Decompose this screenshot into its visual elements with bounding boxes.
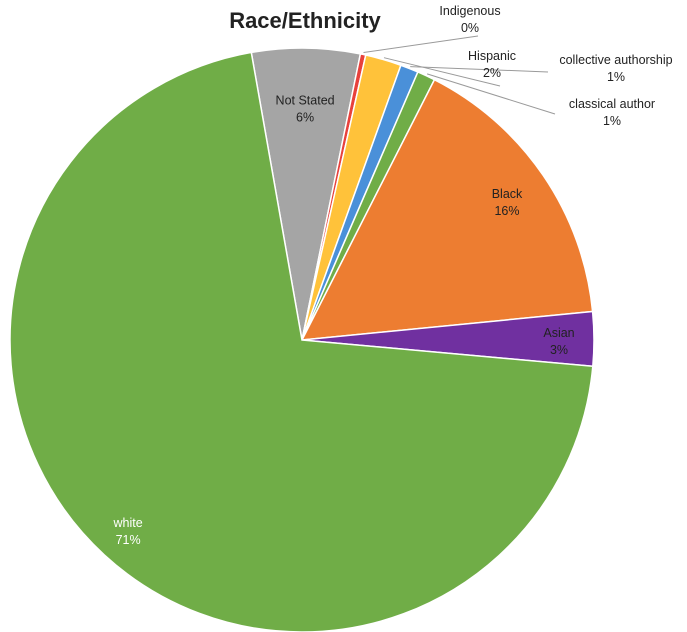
leader-line-classical-author	[426, 73, 556, 115]
slice-value-label-black: 16%	[494, 204, 519, 218]
slice-name-label-not-stated: Not Stated	[276, 93, 335, 107]
slice-name-label-classical-author: classical author	[569, 97, 655, 111]
slice-value-label-classical-author: 1%	[603, 114, 621, 128]
leader-line-collective-authorship	[410, 66, 549, 73]
leader-line-indigenous	[363, 35, 479, 53]
leader-lines-group	[363, 35, 556, 115]
slice-name-label-indigenous: Indigenous	[439, 4, 500, 18]
slice-value-label-hispanic: 2%	[483, 66, 501, 80]
pie-slice-black	[300, 78, 594, 341]
slice-value-label-white: 71%	[116, 533, 141, 547]
chart-title: Race/Ethnicity	[229, 8, 381, 33]
labels-group: Not Stated 6% Indigenous 0% Hispanic 2% collec…	[113, 4, 673, 547]
slice-value-label-collective-authorship: 1%	[607, 70, 625, 84]
slice-name-label-asian: Asian	[543, 326, 574, 340]
slice-name-label-hispanic: Hispanic	[468, 49, 516, 63]
slice-name-label-black: Black	[492, 187, 523, 201]
pie-slice-white	[9, 51, 594, 632]
slice-value-label-asian: 3%	[550, 343, 568, 357]
slice-value-label-indigenous: 0%	[461, 21, 479, 35]
slice-name-label-white: white	[113, 516, 143, 530]
slice-value-label-not-stated: 6%	[296, 110, 314, 124]
slice-name-label-collective-authorship: collective authorship	[559, 53, 672, 67]
leader-line-hispanic	[383, 57, 501, 87]
slices-group	[9, 47, 595, 632]
